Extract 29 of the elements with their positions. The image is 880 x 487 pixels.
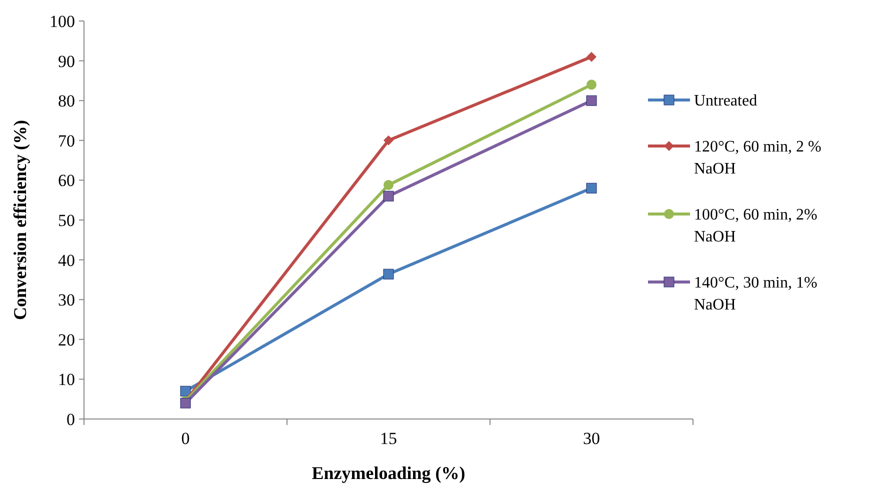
y-tick-label: 10 — [58, 370, 75, 390]
x-tick-label: 30 — [583, 429, 600, 448]
point — [383, 190, 394, 202]
y-tick-label: 0 — [66, 410, 75, 429]
legend-label: 100°C, 60 min, 2% NaOH — [694, 206, 818, 246]
legend-label: 120°C, 60 min, 2 % NaOH — [694, 138, 822, 178]
y-tick-label: 70 — [58, 131, 75, 150]
point — [586, 95, 597, 106]
y-tick-label: 80 — [58, 92, 75, 111]
point — [586, 52, 596, 62]
point — [180, 386, 191, 396]
point — [586, 182, 597, 194]
x-tick-label: 0 — [181, 429, 190, 448]
y-tick-label: 90 — [58, 52, 75, 71]
x-axis-title: Enzymeloading (%) — [312, 463, 466, 483]
legend-label: 140°C, 30 min, 1% NaOH — [694, 274, 818, 314]
point — [384, 135, 394, 146]
y-tick-label: 20 — [58, 330, 75, 350]
point — [384, 180, 394, 190]
point — [586, 80, 596, 90]
y-tick-label: 50 — [58, 210, 75, 230]
x-tick-label: 15 — [380, 429, 397, 448]
point — [383, 268, 394, 280]
legend-label: Untreated — [694, 92, 758, 110]
y-tick-label: 30 — [58, 290, 75, 310]
y-tick-label: 100 — [50, 12, 75, 31]
y-axis-title: Conversion efficiency (%) — [10, 120, 30, 320]
y-tick-label: 60 — [58, 171, 75, 190]
y-tick-label: 40 — [58, 250, 75, 270]
